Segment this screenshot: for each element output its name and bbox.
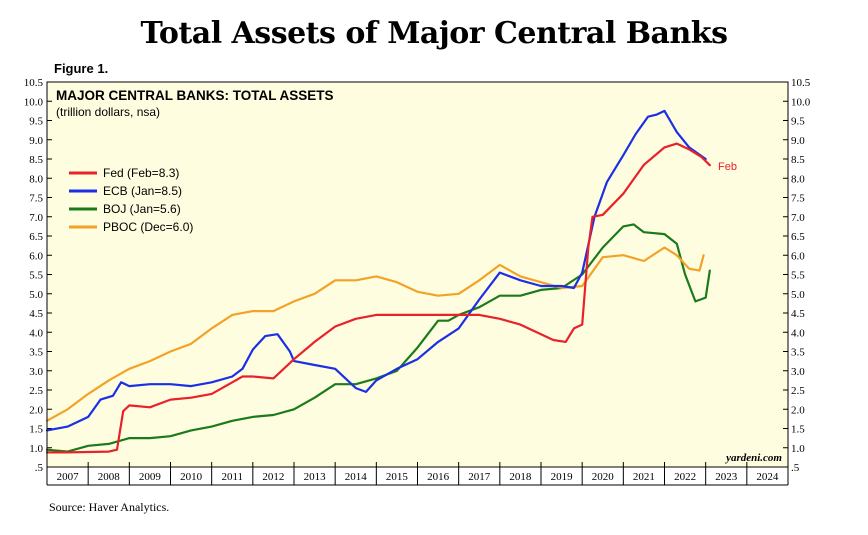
right-tick-label: 7.0 xyxy=(791,212,805,224)
left-tick-label: 4.0 xyxy=(29,327,43,339)
x-axis: 2007 2008 2009 2010 2011 2012 2013 2014 2015 2016… xyxy=(46,462,789,486)
right-tick-label: 2.0 xyxy=(791,404,805,416)
right-tick-label: 10.0 xyxy=(791,96,811,108)
source-note: Source: Haver Analytics. xyxy=(49,500,170,514)
right-tick-label: 4.0 xyxy=(791,327,805,339)
right-tick-label: 8.5 xyxy=(791,154,805,166)
series-line-boj xyxy=(45,223,711,453)
right-y-axis: .5 1.0 1.5 2.0 2.5 3.0 3.5 4.0 4.5 5.0 5.5 6.0 6.5 7.… xyxy=(783,77,811,474)
year-label: 2010 xyxy=(180,471,203,483)
left-tick-label: 9.5 xyxy=(29,116,43,128)
year-label: 2012 xyxy=(262,471,284,483)
year-label: 2020 xyxy=(592,471,615,483)
plot-area xyxy=(47,82,788,467)
chart-title: MAJOR CENTRAL BANKS: TOTAL ASSETS xyxy=(56,88,334,103)
year-label: 2011 xyxy=(221,471,243,483)
right-tick-label: 9.0 xyxy=(791,135,805,147)
left-tick-label: 2.0 xyxy=(29,404,43,416)
year-label: 2015 xyxy=(386,471,409,483)
right-tick-label: 6.0 xyxy=(791,250,805,262)
year-label: 2024 xyxy=(756,471,779,483)
series-line-ecb xyxy=(45,109,707,432)
left-tick-label: 10.5 xyxy=(24,77,44,89)
left-tick-label: 9.0 xyxy=(29,135,43,147)
year-label: 2018 xyxy=(509,471,532,483)
right-tick-label: 5.0 xyxy=(791,289,805,301)
right-tick-label: .5 xyxy=(791,462,800,474)
legend-label-ecb: ECB (Jan=8.5) xyxy=(103,184,182,198)
left-tick-label: 10.0 xyxy=(24,96,44,108)
right-tick-label: 8.0 xyxy=(791,173,805,185)
series-group xyxy=(45,109,711,454)
left-tick-label: 2.5 xyxy=(29,385,43,397)
year-label: 2016 xyxy=(427,471,450,483)
year-label: 2009 xyxy=(139,471,162,483)
fed-annotation: Feb xyxy=(718,161,737,173)
left-tick-label: 4.5 xyxy=(29,308,43,320)
year-label: 2007 xyxy=(57,471,80,483)
year-label: 2019 xyxy=(551,471,574,483)
left-y-axis: .5 1.0 1.5 2.0 2.5 3.0 3.5 4.0 4.5 5.0 5.5 6.0 6.5 7.… xyxy=(24,77,52,474)
left-tick-label: 8.0 xyxy=(29,173,43,185)
year-label: 2023 xyxy=(715,471,738,483)
right-tick-label: 4.5 xyxy=(791,308,805,320)
right-tick-label: 3.5 xyxy=(791,347,805,359)
right-tick-label: 6.5 xyxy=(791,231,805,243)
right-tick-label: 3.0 xyxy=(791,366,805,378)
left-tick-label: 1.0 xyxy=(29,443,43,455)
left-tick-label: 3.5 xyxy=(29,347,43,359)
left-tick-label: 5.0 xyxy=(29,289,43,301)
left-tick-label: 8.5 xyxy=(29,154,43,166)
chart-subtitle: (trillion dollars, nsa) xyxy=(56,105,160,119)
left-tick-label: 7.0 xyxy=(29,212,43,224)
year-label: 2021 xyxy=(633,471,655,483)
left-tick-label: 3.0 xyxy=(29,366,43,378)
page-title: Total Assets of Major Central Banks xyxy=(140,16,728,51)
left-tick-label: 7.5 xyxy=(29,193,43,205)
year-label: 2014 xyxy=(345,471,368,483)
right-tick-label: 9.5 xyxy=(791,116,805,128)
right-tick-label: 10.5 xyxy=(791,77,811,89)
plot-frame xyxy=(46,81,789,468)
year-label: 2013 xyxy=(304,471,327,483)
series-line-pboc xyxy=(45,246,705,422)
left-tick-label: 1.5 xyxy=(29,424,43,436)
legend-label-pboc: PBOC (Dec=6.0) xyxy=(103,220,193,234)
legend-label-fed: Fed (Feb=8.3) xyxy=(103,166,179,180)
year-label: 2017 xyxy=(468,471,491,483)
year-label: 2008 xyxy=(98,471,121,483)
left-tick-label: .5 xyxy=(35,462,44,474)
right-tick-label: 2.5 xyxy=(791,385,805,397)
right-tick-label: 7.5 xyxy=(791,193,805,205)
right-tick-label: 1.5 xyxy=(791,424,805,436)
right-tick-label: 5.5 xyxy=(791,270,805,282)
left-tick-label: 5.5 xyxy=(29,270,43,282)
left-tick-label: 6.5 xyxy=(29,231,43,243)
left-tick-label: 6.0 xyxy=(29,250,43,262)
figure-label: Figure 1. xyxy=(54,61,109,76)
legend-label-boj: BOJ (Jan=5.6) xyxy=(103,202,181,216)
credit-label: yardeni.com xyxy=(724,452,782,464)
year-label: 2022 xyxy=(674,471,696,483)
legend: Fed (Feb=8.3) ECB (Jan=8.5) BOJ (Jan=5.6) P… xyxy=(69,166,193,234)
series-line-fed xyxy=(45,142,711,454)
right-tick-label: 1.0 xyxy=(791,443,805,455)
